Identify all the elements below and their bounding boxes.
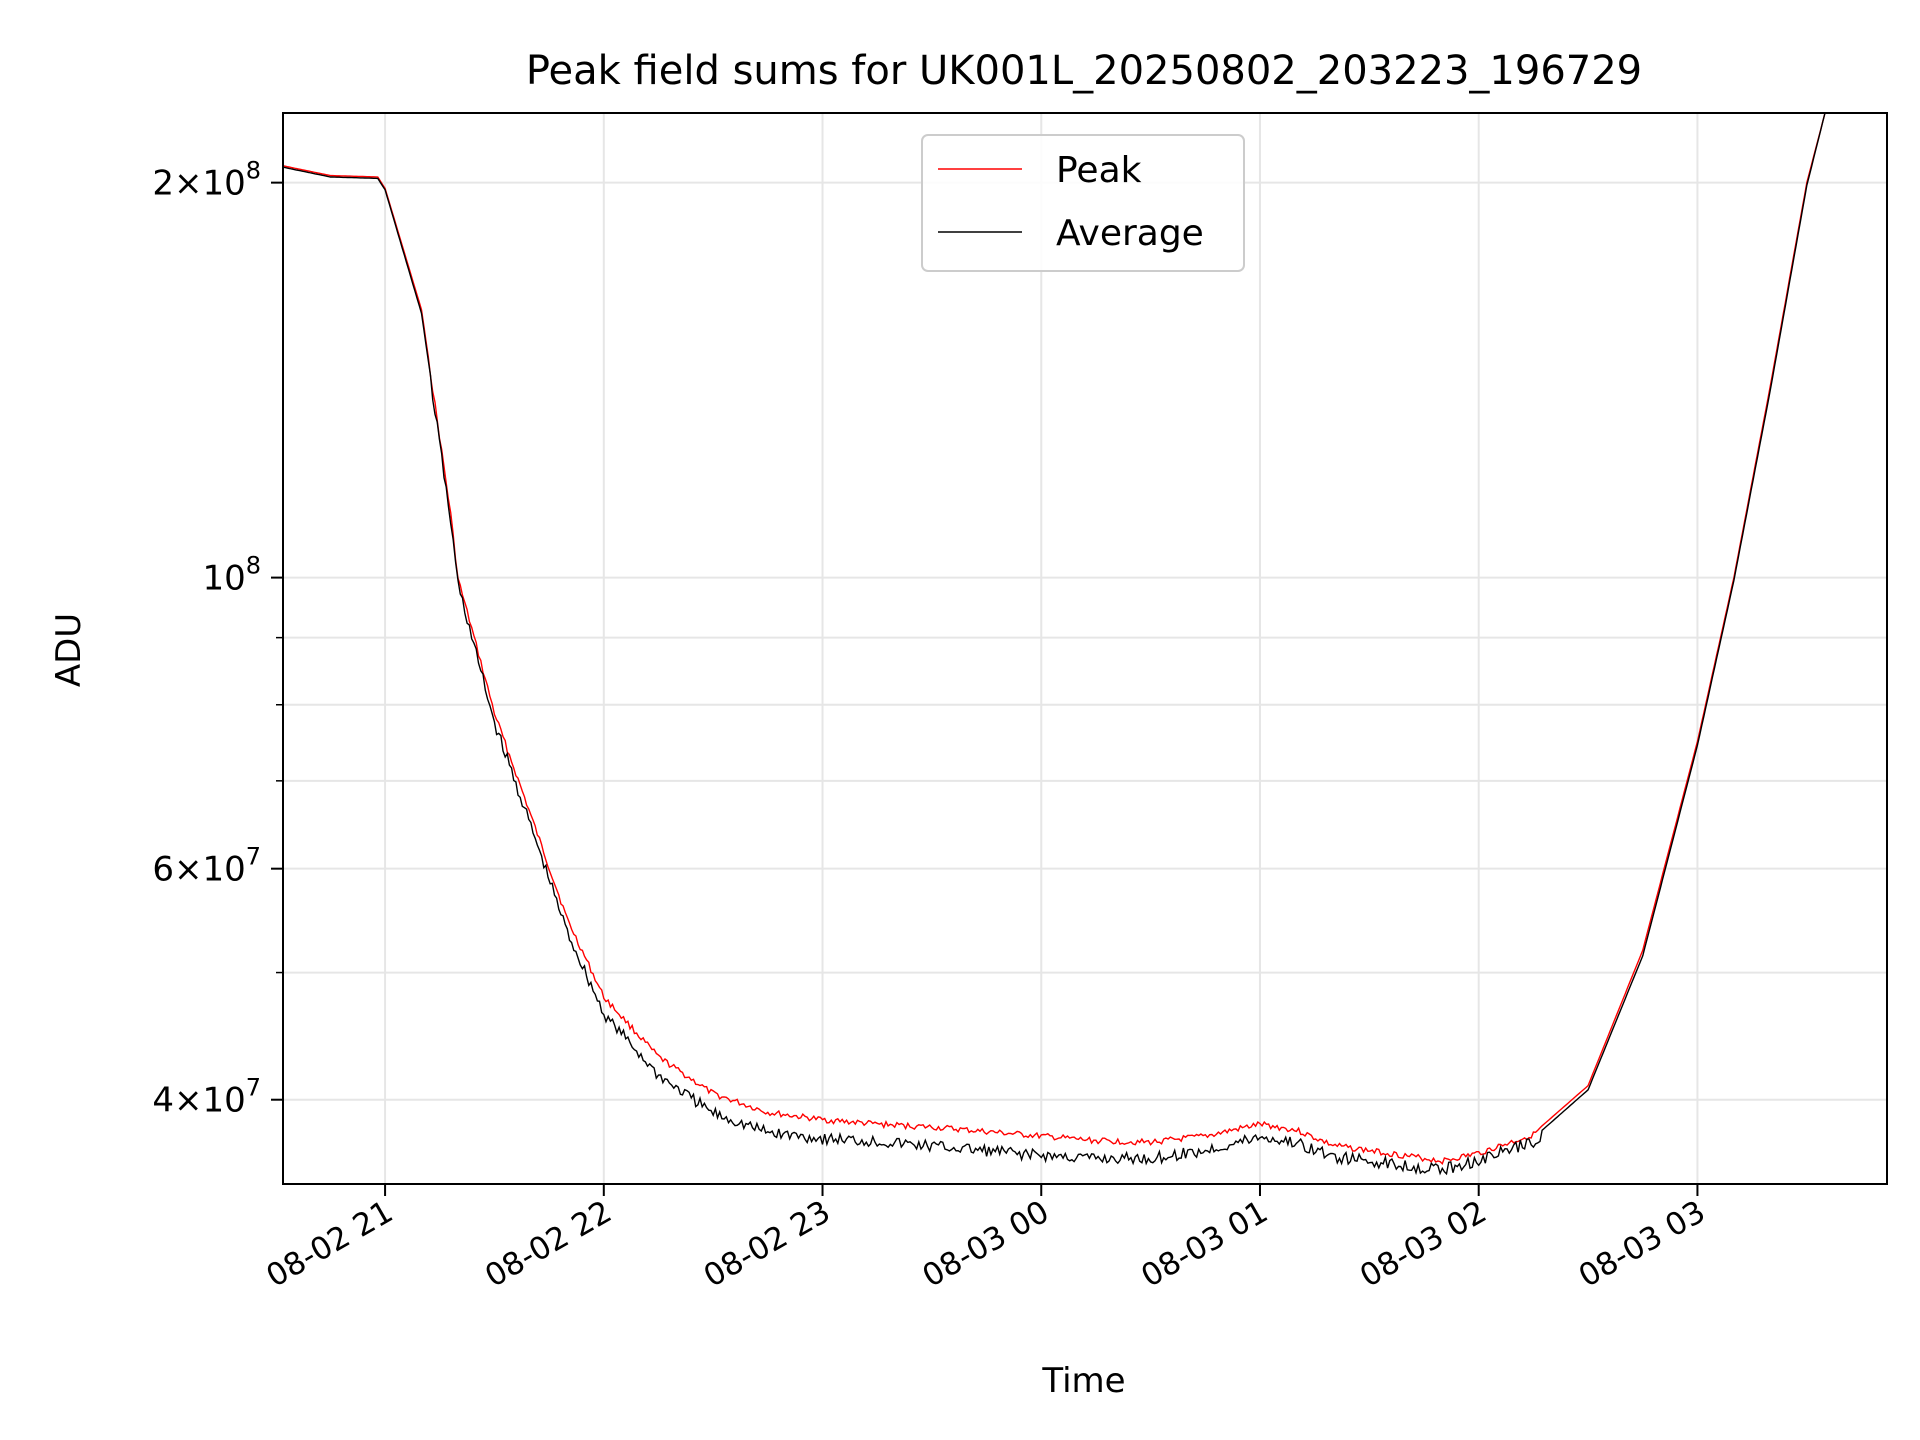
- grid: [283, 113, 1887, 1184]
- legend-label-peak: Peak: [1056, 150, 1142, 191]
- series-layer: [283, 113, 1887, 1176]
- legend: Peak Average: [921, 134, 1245, 272]
- x-axis: 08-02 21 08-02 22 08-02 23 08-03 00 08-03 01…: [260, 1184, 1711, 1295]
- y-tick-label: 6×107: [152, 843, 261, 890]
- y-tick-label: 2×108: [152, 157, 261, 204]
- x-tick-label: 08-03 02: [1354, 1194, 1493, 1295]
- legend-label-average: Average: [1056, 213, 1204, 254]
- series-line-peak: [283, 113, 1887, 1165]
- x-axis-label: Time: [1041, 1361, 1125, 1401]
- y-axis: 2×108 108 6×107 4×107: [152, 157, 283, 1121]
- x-tick-label: 08-02 22: [479, 1194, 618, 1295]
- x-tick-label: 08-02 23: [698, 1194, 837, 1295]
- x-tick-label: 08-03 00: [917, 1194, 1056, 1295]
- plot-frame: [282, 112, 1888, 1185]
- x-tick-label: 08-03 01: [1135, 1194, 1274, 1295]
- x-tick-label: 08-03 03: [1573, 1194, 1712, 1295]
- x-tick-label: 08-02 21: [260, 1194, 399, 1295]
- y-tick-label: 108: [202, 552, 261, 599]
- series-line-average: [283, 113, 1887, 1176]
- chart-title: Peak field sums for UK001L_20250802_2032…: [526, 48, 1642, 94]
- y-tick-label: 4×107: [152, 1074, 261, 1121]
- y-axis-label: ADU: [49, 613, 89, 687]
